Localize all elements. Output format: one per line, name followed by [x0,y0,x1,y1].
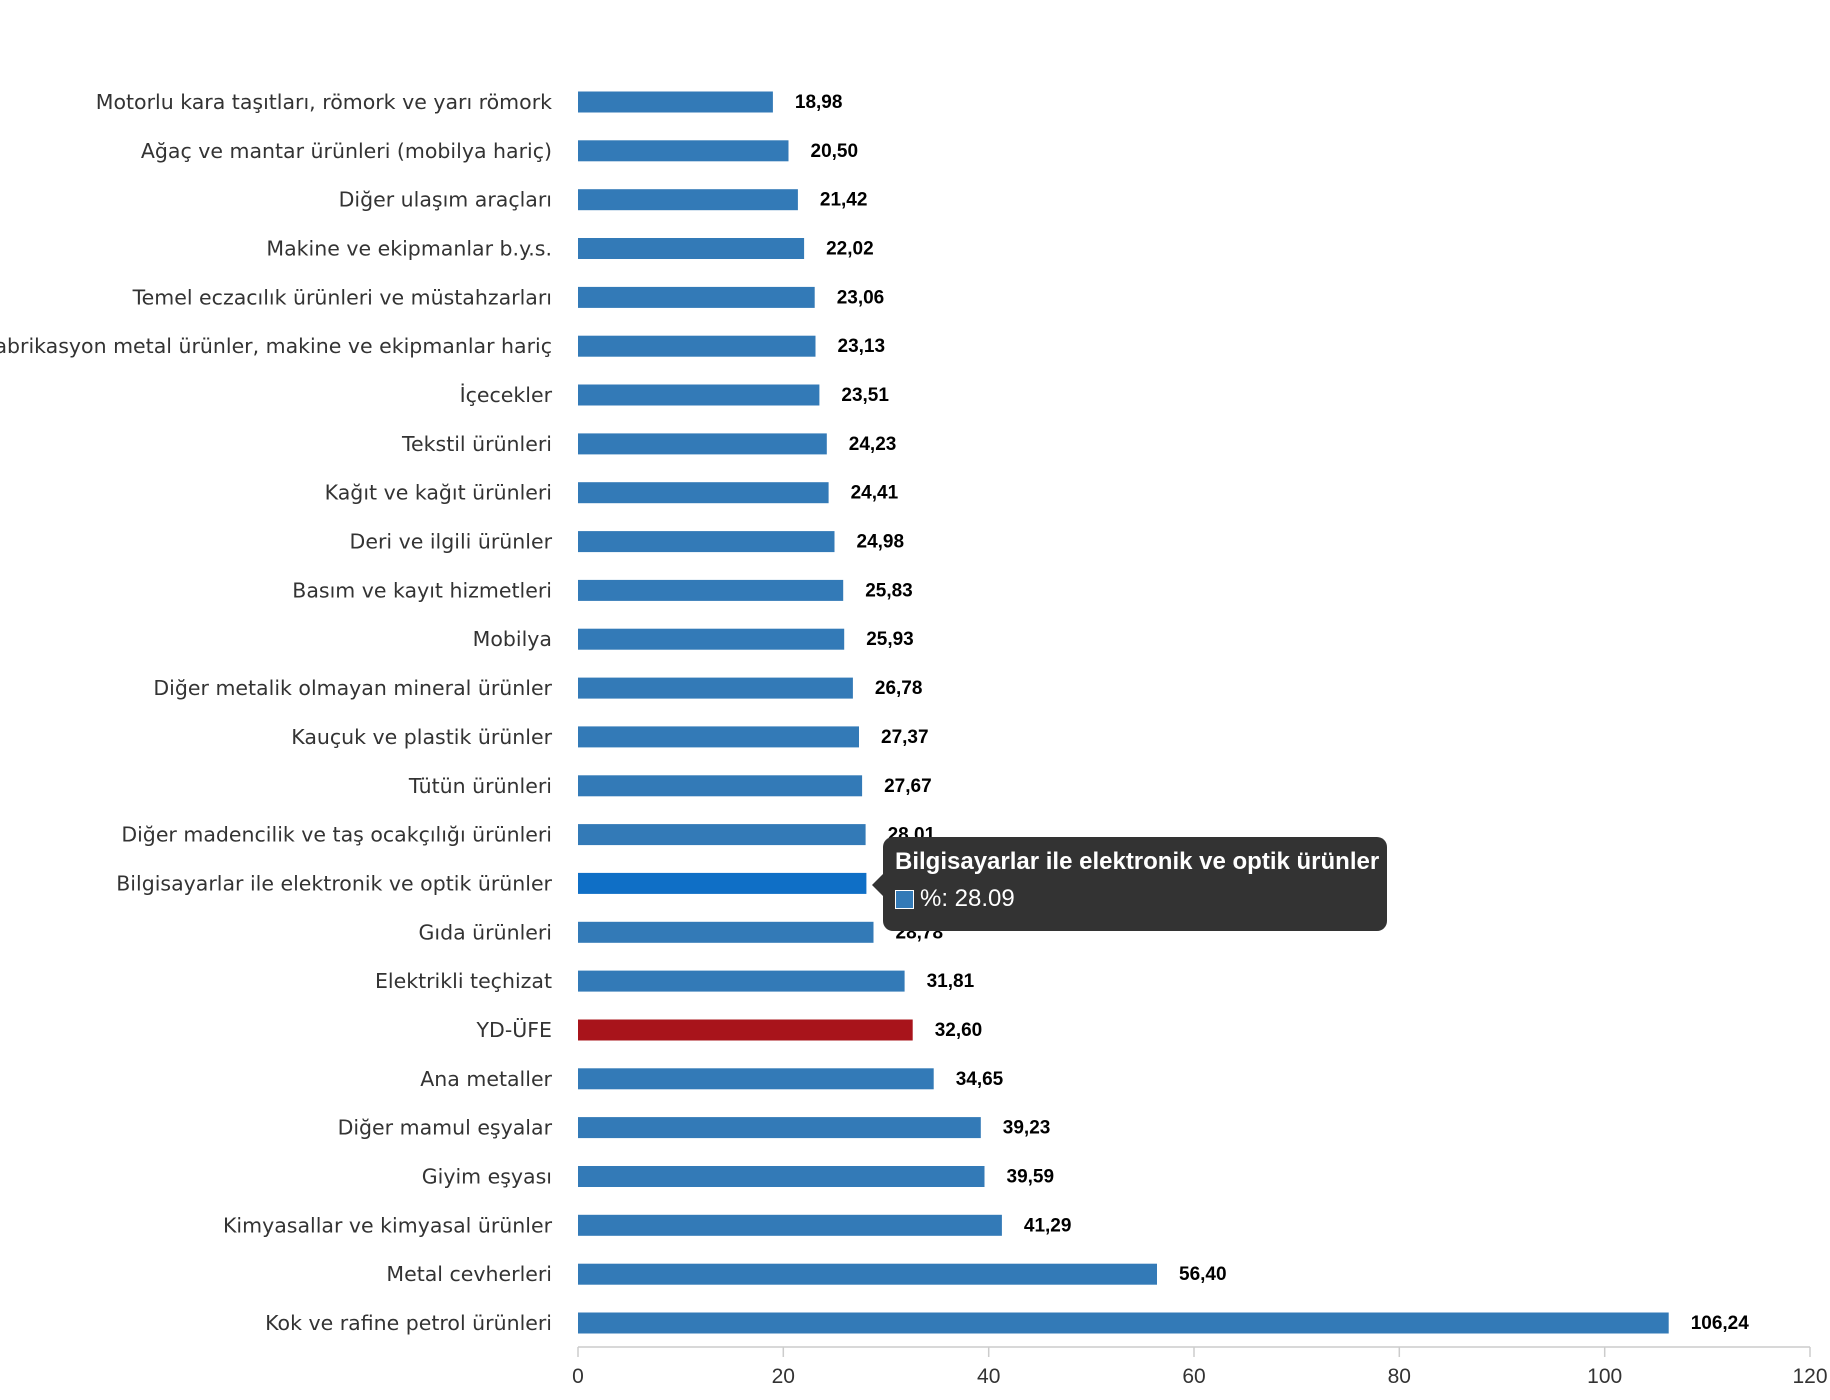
value-label: 23,13 [838,336,886,357]
value-label: 22,02 [826,239,874,260]
value-label: 18,98 [795,92,843,113]
chart-tooltip: Bilgisayarlar ile elektronik ve optik ür… [872,837,1387,931]
bar-5[interactable] [578,335,816,357]
x-tick-label: 20 [772,1365,795,1388]
bar-22[interactable] [578,1166,985,1187]
value-label: 39,23 [1003,1118,1051,1139]
category-label: Temel eczacılık ürünleri ve müstahzarlar… [132,285,552,309]
bar-23[interactable] [578,1214,1002,1236]
value-label: 41,29 [1024,1215,1072,1236]
bar-1[interactable] [578,140,789,162]
value-label: 27,67 [884,776,932,797]
bar-21[interactable] [578,1117,981,1139]
category-label: Diğer mamul eşyalar [338,1116,553,1140]
value-label: 106,24 [1691,1313,1750,1334]
category-label: Kimyasallar ve kimyasal ürünler [223,1213,553,1237]
category-label: Kağıt ve kağıt ürünleri [325,481,552,505]
category-label: Tütün ürünleri [408,774,552,798]
bar-4[interactable] [578,286,815,308]
value-label: 24,41 [851,483,899,504]
category-label: YD-ÜFE [476,1017,552,1042]
bar-0[interactable] [578,91,773,113]
x-tick-label: 40 [977,1365,1000,1388]
x-tick-label: 80 [1388,1365,1411,1388]
value-label: 24,23 [849,434,897,455]
value-label: 56,40 [1179,1264,1227,1285]
value-label: 34,65 [956,1069,1004,1090]
bar-14[interactable] [578,775,863,797]
category-label: Makine ve ekipmanlar b.y.s. [266,237,552,261]
bar-2[interactable] [578,189,798,211]
category-label: Deri ve ilgili ürünler [350,530,553,554]
bar-8[interactable] [578,482,829,504]
bar-13[interactable] [578,726,859,748]
bar-20[interactable] [578,1068,934,1090]
value-label: 24,98 [857,532,905,553]
category-label: İçecekler [460,382,553,407]
bar-3[interactable] [578,238,805,259]
category-label: Bilgisayarlar ile elektronik ve optik ür… [116,871,552,895]
category-label: Kauçuk ve plastik ürünler [291,725,552,749]
bar-17[interactable] [578,921,874,943]
category-label: Diğer metalik olmayan mineral ürünler [153,676,552,700]
category-label: Ana metaller [420,1067,552,1091]
category-label: Kok ve rafine petrol ürünleri [265,1311,552,1335]
tooltip-title: Bilgisayarlar ile elektronik ve optik ür… [895,848,1380,875]
value-label: 23,06 [837,287,885,308]
bar-18[interactable] [578,970,905,992]
category-label: Mobilya [473,627,552,651]
category-label: Fabrikasyon metal ürünler, makine ve eki… [0,334,552,358]
x-tick-label: 100 [1587,1365,1622,1388]
bar-9[interactable] [578,531,835,553]
value-label: 23,51 [841,385,889,406]
x-tick-label: 0 [572,1365,584,1388]
bar-24[interactable] [578,1263,1157,1285]
value-label: 31,81 [927,971,975,992]
tooltip-row: %: 28.09 [895,885,1375,913]
category-label: Motorlu kara taşıtları, römork ve yarı r… [96,90,552,114]
bar-6[interactable] [578,384,820,406]
bar-15[interactable] [578,824,866,846]
bar-25[interactable] [578,1312,1669,1334]
bar-19[interactable] [578,1019,913,1041]
value-label: 27,37 [881,727,929,748]
value-label: 20,50 [811,141,859,162]
bar-12[interactable] [578,677,853,699]
bars-layer: Motorlu kara taşıtları, römork ve yarı r… [0,90,1749,1335]
category-label: Basım ve kayıt hizmetleri [292,578,552,602]
tooltip-series-swatch [895,889,914,909]
x-tick-label: 60 [1182,1365,1205,1388]
bar-10[interactable] [578,579,844,601]
bar-16[interactable] [578,872,867,894]
value-label: 21,42 [820,190,868,211]
value-label: 32,60 [935,1020,983,1041]
value-label: 25,93 [866,629,914,650]
value-label: 39,59 [1007,1167,1055,1188]
bar-11[interactable] [578,628,845,650]
category-label: Ağaç ve mantar ürünleri (mobilya hariç) [141,139,552,163]
x-tick-label: 120 [1792,1365,1827,1388]
category-label: Metal cevherleri [386,1262,552,1286]
category-label: Diğer madencilik ve taş ocakçılığı ürünl… [121,823,552,847]
tooltip-value: %: 28.09 [920,885,1015,912]
bar-7[interactable] [578,433,827,455]
category-label: Elektrikli teçhizat [375,969,552,993]
category-label: Gıda ürünleri [418,920,552,944]
value-label: 26,78 [875,678,923,699]
x-axis: 0 20 40 60 80 100 120 [572,1346,1828,1388]
value-label: 25,83 [865,580,913,601]
category-label: Giyim eşyası [422,1165,552,1189]
category-label: Tekstil ürünleri [401,432,552,456]
category-label: Diğer ulaşım araçları [339,188,552,212]
